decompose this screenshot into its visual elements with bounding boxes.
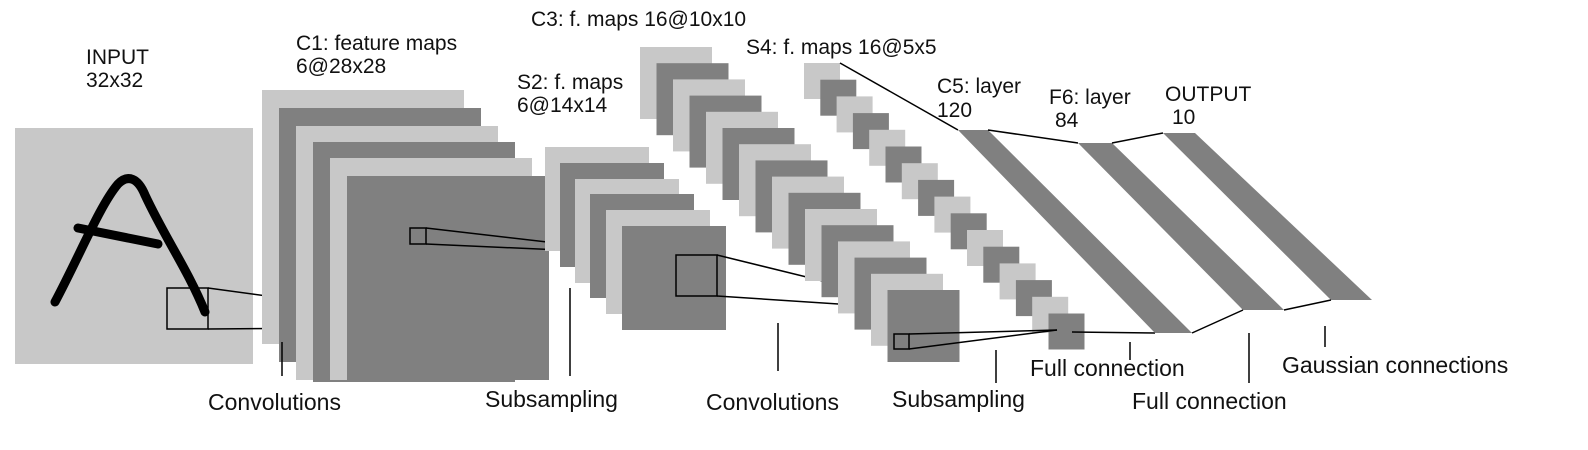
output-layer: OUTPUT 10 bbox=[1163, 83, 1372, 300]
s2-receptive-field bbox=[675, 254, 718, 297]
c1-feature-maps: C1: feature maps 6@28x28 bbox=[262, 32, 652, 382]
f6-title: F6: layer bbox=[1049, 86, 1131, 109]
c3-feature-maps bbox=[640, 47, 960, 362]
c5-layer: C5: layer 120 bbox=[937, 75, 1192, 333]
c1-title: C1: feature maps bbox=[296, 32, 457, 55]
sub2-projection-line bbox=[908, 329, 1058, 350]
c1-receptive-field bbox=[409, 227, 427, 245]
c5-size: 120 bbox=[937, 99, 972, 122]
input-image bbox=[15, 128, 253, 364]
fc-connector-line bbox=[1283, 299, 1332, 311]
conv2-caption: Convolutions bbox=[706, 389, 839, 415]
c5-title: C5: layer bbox=[937, 75, 1021, 98]
c1-map bbox=[347, 176, 549, 380]
fc-connector-line bbox=[987, 129, 1079, 144]
s4-edge-line bbox=[839, 62, 959, 131]
fc-connection-lines bbox=[987, 129, 1332, 334]
fc-connector-line bbox=[1191, 309, 1244, 334]
input-title: INPUT bbox=[86, 46, 149, 69]
s4-edge-line bbox=[1071, 331, 1156, 334]
s2-map bbox=[622, 226, 726, 330]
f6-size: 84 bbox=[1055, 109, 1079, 132]
input-glyph-a bbox=[50, 174, 210, 317]
c3-map bbox=[887, 290, 960, 362]
output-band bbox=[1163, 133, 1372, 300]
c1-size: 6@28x28 bbox=[296, 55, 386, 78]
s2-title: S2: f. maps bbox=[517, 71, 623, 94]
s4-feature-maps bbox=[804, 63, 1085, 350]
input-receptive-field bbox=[166, 287, 209, 330]
s2-feature-maps: S2: f. maps 6@14x14 bbox=[517, 71, 946, 330]
conv1-caption: Convolutions bbox=[208, 389, 341, 415]
s4-overlays bbox=[839, 62, 1156, 350]
c5-band bbox=[958, 130, 1192, 333]
output-size: 10 bbox=[1172, 106, 1195, 129]
f6-layer: F6: layer 84 bbox=[1049, 86, 1284, 310]
full1-caption: Full connection bbox=[1030, 355, 1185, 381]
input-size: 32x32 bbox=[86, 69, 143, 92]
output-title: OUTPUT bbox=[1165, 83, 1252, 106]
gauss-caption: Gaussian connections bbox=[1282, 352, 1508, 378]
c3-receptive-field bbox=[893, 333, 910, 350]
fc-connector-line bbox=[1111, 132, 1164, 144]
c3-title: C3: f. maps 16@10x10 bbox=[531, 8, 746, 31]
sub1-caption: Subsampling bbox=[485, 386, 618, 412]
f6-band bbox=[1078, 143, 1284, 310]
operation-ticks bbox=[281, 288, 1326, 383]
operation-captions: Convolutions Subsampling Convolutions Su… bbox=[208, 352, 1508, 415]
s4-title: S4: f. maps 16@5x5 bbox=[746, 36, 937, 59]
input-layer: INPUT 32x32 bbox=[15, 46, 496, 364]
full2-caption: Full connection bbox=[1132, 388, 1287, 414]
s2-size: 6@14x14 bbox=[517, 94, 608, 117]
sub2-projection-line bbox=[908, 329, 1058, 335]
sub2-caption: Subsampling bbox=[892, 386, 1025, 412]
